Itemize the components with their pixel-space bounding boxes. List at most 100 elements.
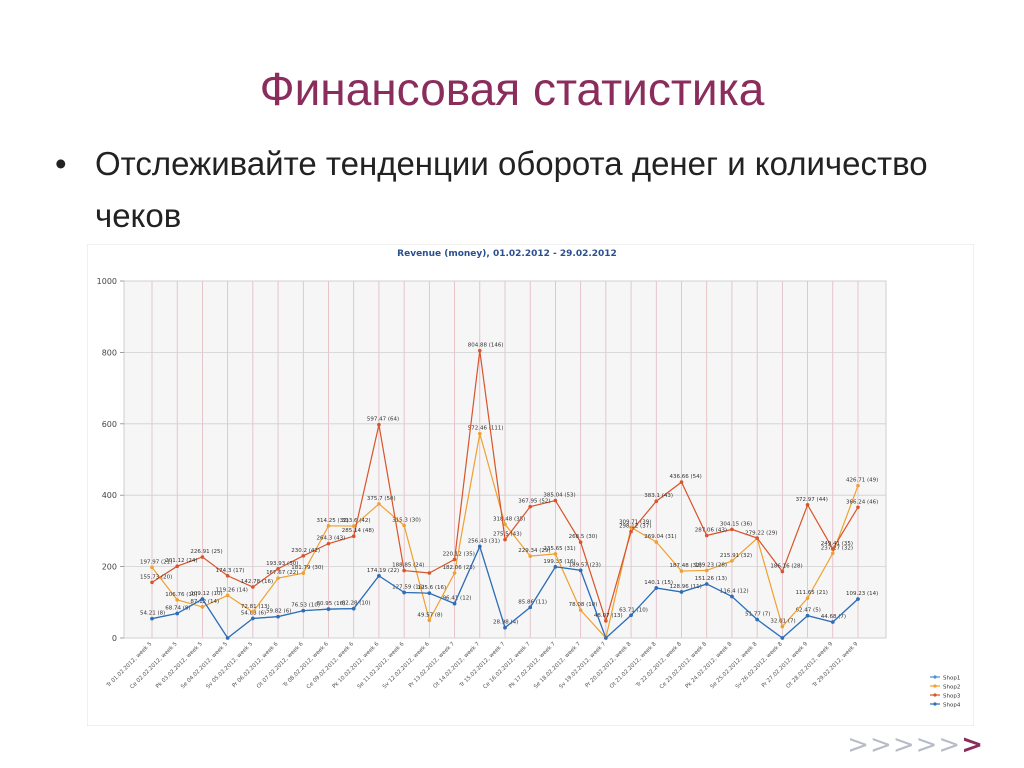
data-point-shop2	[427, 618, 432, 623]
data-label-shop3: 142.78 (16)	[241, 579, 273, 585]
data-point-shop3	[377, 422, 381, 427]
data-point-shop3	[175, 564, 180, 569]
data-point-shop3	[251, 585, 255, 589]
data-label-shop2: 279.22 (29)	[745, 530, 777, 536]
data-point-shop4	[377, 574, 381, 578]
data-label-shop3: 155.73 (20)	[140, 574, 172, 580]
data-point-shop3	[780, 569, 785, 574]
data-label-shop3: 287.06 (43)	[695, 528, 727, 534]
data-point-shop4	[805, 613, 810, 618]
data-point-shop4	[604, 636, 608, 640]
data-point-shop4	[301, 608, 306, 613]
data-label-shop2: 572.46 (111)	[468, 426, 504, 432]
data-label-shop3: 174.3 (17)	[216, 568, 245, 574]
data-label-shop2: 235.65 (31)	[543, 546, 575, 552]
data-label-shop2: 229.34 (29)	[518, 548, 550, 554]
legend-marker	[933, 702, 937, 706]
data-point-shop3	[755, 536, 759, 540]
data-point-shop4	[679, 590, 684, 594]
data-point-shop4	[553, 565, 558, 569]
data-point-shop2	[679, 569, 684, 573]
legend-label: Shop1	[943, 676, 960, 682]
legend-marker	[933, 693, 937, 697]
data-label-shop3: 220.12 (35)	[443, 551, 475, 557]
data-point-shop3	[629, 529, 633, 534]
data-label-shop1: 85.86 (11)	[518, 599, 547, 605]
legend-marker	[933, 675, 937, 679]
nav-arrows-text: >>>>>	[847, 730, 962, 760]
data-point-shop4	[755, 617, 759, 622]
data-point-shop4	[276, 614, 280, 619]
nav-arrow-last: >	[961, 730, 984, 760]
data-point-shop3	[730, 527, 734, 532]
data-point-shop4	[629, 613, 633, 618]
data-label-shop2: 32.01 (7)	[770, 619, 795, 625]
data-label-shop2: 314.25 (32)	[317, 518, 349, 524]
data-point-shop2	[150, 565, 154, 570]
data-label-shop1: 125.6 (16)	[417, 585, 446, 591]
data-label-shop3: 186.16 (28)	[770, 564, 802, 570]
next-slide-arrows[interactable]: >>>>>>	[847, 730, 984, 760]
data-point-shop3	[402, 568, 406, 573]
y-tick-label: 800	[102, 348, 117, 357]
data-label-shop1: 51.77 (7)	[745, 612, 770, 618]
data-label-shop1: 59.82 (6)	[266, 609, 291, 615]
data-point-shop2	[477, 431, 482, 436]
data-point-shop4	[528, 605, 533, 610]
data-label-shop3: 48.07 (13)	[594, 613, 623, 619]
data-point-shop2	[200, 605, 205, 609]
data-label-shop2: 315.3 (30)	[392, 517, 421, 523]
data-point-shop2	[730, 559, 734, 563]
data-point-shop3	[704, 533, 709, 538]
data-label-shop3: 383.1 (43)	[644, 493, 673, 499]
data-label-shop1: 128.96 (11)	[670, 584, 702, 590]
data-point-shop4	[578, 568, 583, 573]
data-label-shop1: 68.74 (8)	[165, 605, 190, 611]
legend-marker	[933, 684, 937, 688]
data-label-shop3: 275.5 (43)	[493, 532, 522, 538]
y-tick-label: 600	[102, 420, 117, 429]
data-point-shop2	[175, 598, 180, 602]
bullet-dot: •	[55, 145, 67, 182]
data-label-shop1: 76.53 (10)	[291, 603, 320, 609]
data-point-shop4	[704, 582, 709, 586]
data-label-shop2: 237.27 (32)	[821, 545, 853, 551]
data-label-shop3: 201.12 (24)	[165, 558, 197, 564]
legend-label: Shop3	[943, 694, 961, 700]
data-point-shop3	[830, 547, 835, 551]
data-point-shop2	[503, 522, 507, 527]
data-point-shop4	[326, 607, 331, 611]
data-label-shop3: 285.14 (48)	[342, 528, 374, 534]
data-point-shop4	[477, 544, 482, 549]
data-point-shop2	[301, 571, 306, 575]
data-label-shop2: 72.81 (13)	[241, 604, 270, 610]
data-label-shop1: 82.28 (10)	[342, 601, 371, 607]
data-point-shop2	[830, 551, 835, 556]
data-point-shop4	[200, 597, 205, 601]
data-point-shop3	[276, 566, 280, 571]
data-label-shop3: 366.24 (46)	[846, 499, 878, 505]
data-point-shop2	[704, 568, 709, 573]
revenue-chart: Revenue (money), 01.02.2012 - 29.02.2012…	[86, 243, 975, 727]
data-point-shop2	[654, 540, 659, 544]
data-point-shop3	[604, 619, 608, 623]
data-point-shop2	[251, 610, 255, 614]
data-label-shop2: 182.06 (23)	[443, 565, 475, 571]
slide-title: Финансовая статистика	[259, 63, 765, 115]
data-label-shop2: 309.71 (39)	[619, 519, 651, 525]
data-label-shop3: 193.93 (30)	[266, 561, 298, 567]
data-label-shop2: 181.79 (30)	[291, 565, 323, 571]
data-label-shop3: 436.66 (54)	[670, 474, 702, 480]
data-point-shop2	[578, 608, 583, 612]
data-label-shop1: 140.1 (15)	[644, 580, 673, 586]
data-label-shop2: 189.23 (28)	[695, 562, 727, 568]
data-point-shop2	[402, 523, 406, 528]
data-label-shop2: 318.48 (35)	[493, 516, 525, 522]
data-point-shop4	[175, 611, 180, 616]
data-point-shop4	[427, 591, 432, 595]
data-label-shop2: 111.65 (21)	[796, 590, 828, 596]
data-point-shop3	[427, 571, 432, 575]
data-label-shop3: 230.2 (42)	[291, 548, 320, 554]
data-point-shop4	[351, 606, 356, 611]
data-label-shop1: 80.95 (16)	[317, 601, 346, 607]
